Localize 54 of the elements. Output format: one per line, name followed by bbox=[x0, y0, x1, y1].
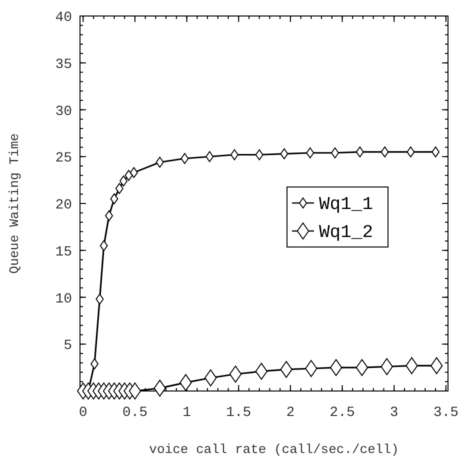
point bbox=[96, 294, 104, 305]
point bbox=[204, 369, 217, 386]
point bbox=[156, 156, 164, 168]
x-axis-title: voice call rate (call/sec./cell) bbox=[149, 442, 399, 457]
x-tick-label: 1 bbox=[182, 405, 191, 421]
point bbox=[406, 146, 415, 158]
point bbox=[206, 151, 214, 162]
point bbox=[105, 210, 114, 222]
point bbox=[154, 380, 166, 397]
x-tick-label: 3 bbox=[390, 405, 398, 421]
x-tick-label: 3.5 bbox=[433, 405, 459, 421]
y-tick-label: 35 bbox=[55, 56, 72, 73]
point bbox=[430, 357, 443, 374]
x-tick-label: 0 bbox=[78, 405, 88, 421]
x-tick-label: 2.5 bbox=[330, 405, 355, 421]
point bbox=[90, 358, 99, 370]
point bbox=[380, 146, 389, 158]
x-tick-label: 0.5 bbox=[122, 405, 148, 421]
legend-label: Wq1_1 bbox=[319, 195, 374, 215]
point bbox=[280, 360, 292, 378]
point bbox=[100, 240, 108, 252]
point bbox=[110, 193, 118, 204]
y-tick-label: 25 bbox=[55, 150, 72, 167]
y-tick-label: 10 bbox=[55, 291, 72, 308]
y-tick-label: 5 bbox=[64, 338, 72, 354]
point bbox=[124, 170, 133, 181]
point bbox=[306, 147, 314, 158]
y-tick-label: 20 bbox=[55, 198, 72, 214]
point bbox=[380, 358, 393, 376]
point bbox=[432, 146, 440, 158]
point bbox=[280, 148, 288, 160]
point bbox=[180, 153, 189, 164]
point bbox=[120, 176, 128, 186]
point bbox=[130, 167, 138, 178]
x-tick-label: 2 bbox=[286, 405, 295, 421]
point bbox=[128, 382, 142, 400]
point bbox=[356, 146, 364, 158]
y-tick-label: 40 bbox=[55, 10, 72, 26]
point bbox=[180, 374, 192, 392]
point bbox=[115, 183, 124, 194]
x-tick-label: 1.5 bbox=[226, 405, 252, 421]
point bbox=[356, 359, 368, 376]
point bbox=[255, 149, 264, 160]
point bbox=[255, 362, 268, 380]
point bbox=[305, 360, 318, 377]
point bbox=[406, 357, 418, 374]
point bbox=[229, 366, 242, 383]
point bbox=[330, 359, 342, 376]
y-tick-label: 30 bbox=[55, 104, 72, 120]
y-axis-title: Queue Waiting Time bbox=[7, 133, 22, 274]
point bbox=[331, 147, 340, 158]
y-tick-label: 15 bbox=[55, 244, 72, 260]
point bbox=[230, 149, 238, 160]
legend-label: Wq1_2 bbox=[319, 223, 374, 243]
